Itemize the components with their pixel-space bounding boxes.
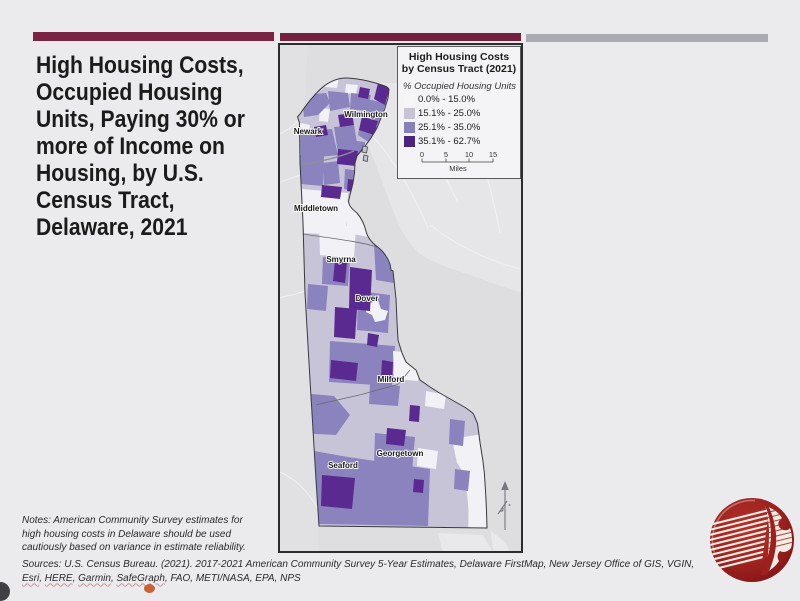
svg-text:Seaford: Seaford	[328, 461, 358, 470]
svg-text:Smyrna: Smyrna	[326, 255, 356, 264]
svg-text:10: 10	[465, 150, 473, 159]
svg-text:Miles: Miles	[449, 164, 467, 173]
svg-text:Georgetown: Georgetown	[377, 449, 424, 458]
svg-text:Milford: Milford	[378, 375, 405, 384]
svg-text:Wilmington: Wilmington	[344, 110, 388, 119]
svg-text:Dover: Dover	[356, 294, 379, 303]
svg-text:5: 5	[444, 150, 448, 159]
svg-text:0: 0	[420, 150, 424, 159]
svg-text:Middletown: Middletown	[294, 204, 338, 213]
svg-text:15: 15	[489, 150, 497, 159]
svg-text:Newark: Newark	[294, 127, 323, 136]
